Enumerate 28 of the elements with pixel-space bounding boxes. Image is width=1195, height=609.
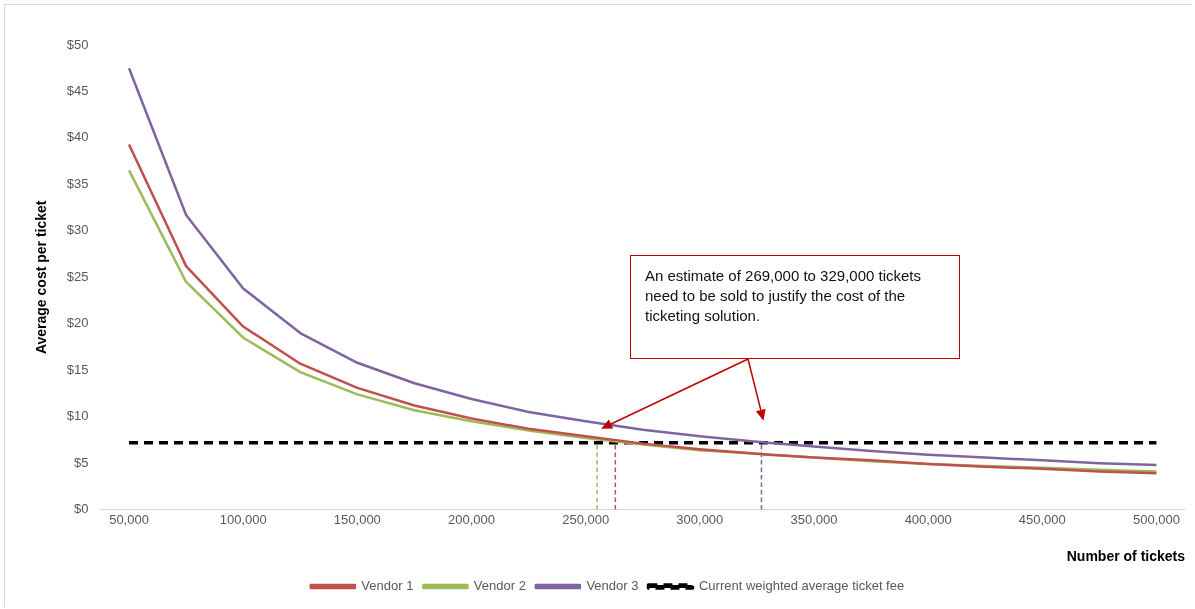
x-tick-label: 100,000 — [219, 511, 267, 527]
y-tick-label: $40 — [66, 129, 89, 145]
callout-box: An estimate of 269,000 to 329,000 tickets need to be sold to justify the cost of the ticketing solution. — [630, 255, 960, 359]
y-tick-label: $5 — [74, 454, 89, 470]
x-axis-title: Number of tickets — [1066, 548, 1186, 565]
x-tick-label: 50,000 — [109, 511, 149, 527]
x-tick-label: 500,000 — [1132, 511, 1180, 527]
y-tick-label: $45 — [66, 83, 89, 99]
x-tick-label: 200,000 — [448, 511, 496, 527]
legend-label: Vendor 3 — [586, 578, 639, 594]
y-tick-label: $10 — [66, 408, 89, 424]
x-tick-label: 400,000 — [904, 511, 952, 527]
legend-label: Current weighted average ticket fee — [698, 578, 905, 594]
y-tick-label: $50 — [66, 36, 89, 52]
y-tick-label: $15 — [66, 361, 89, 377]
y-axis-title: Average cost per ticket — [33, 200, 50, 355]
y-tick-label: $0 — [74, 501, 89, 517]
x-tick-label: 350,000 — [790, 511, 838, 527]
y-tick-label: $30 — [66, 222, 89, 238]
x-tick-label: 300,000 — [676, 511, 724, 527]
legend-label: Vendor 2 — [473, 578, 526, 594]
y-tick-label: $20 — [66, 315, 89, 331]
y-tick-label: $35 — [66, 175, 89, 191]
x-tick-label: 250,000 — [562, 511, 610, 527]
y-tick-label: $25 — [66, 268, 89, 284]
x-tick-label: 150,000 — [333, 511, 381, 527]
x-tick-label: 450,000 — [1018, 511, 1066, 527]
legend-label: Vendor 1 — [361, 578, 414, 594]
